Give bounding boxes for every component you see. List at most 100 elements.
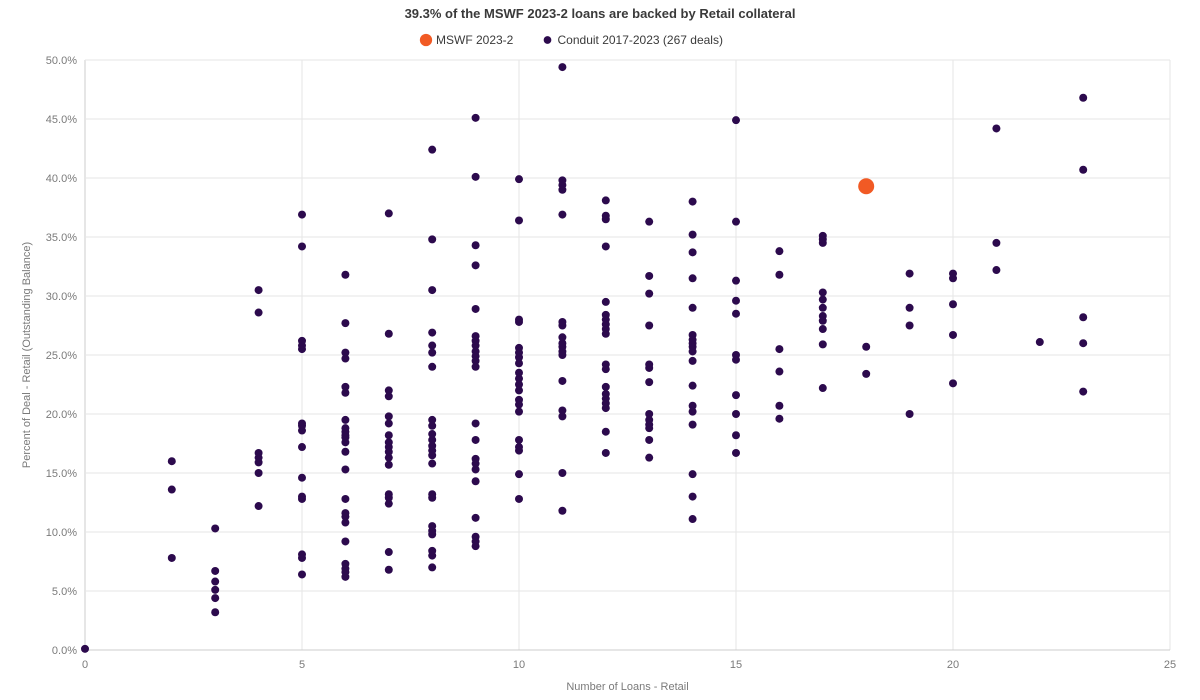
conduit-point[interactable] bbox=[558, 507, 566, 515]
conduit-point[interactable] bbox=[298, 242, 306, 250]
conduit-point[interactable] bbox=[689, 470, 697, 478]
conduit-point[interactable] bbox=[992, 124, 1000, 132]
conduit-point[interactable] bbox=[298, 419, 306, 427]
conduit-point[interactable] bbox=[775, 247, 783, 255]
conduit-point[interactable] bbox=[255, 309, 263, 317]
conduit-point[interactable] bbox=[689, 198, 697, 206]
conduit-point[interactable] bbox=[602, 212, 610, 220]
conduit-point[interactable] bbox=[1079, 388, 1087, 396]
conduit-point[interactable] bbox=[602, 311, 610, 319]
conduit-point[interactable] bbox=[602, 360, 610, 368]
conduit-point[interactable] bbox=[472, 173, 480, 181]
conduit-point[interactable] bbox=[168, 486, 176, 494]
conduit-point[interactable] bbox=[385, 461, 393, 469]
conduit-point[interactable] bbox=[775, 415, 783, 423]
conduit-point[interactable] bbox=[472, 455, 480, 463]
conduit-point[interactable] bbox=[255, 449, 263, 457]
conduit-point[interactable] bbox=[211, 594, 219, 602]
conduit-point[interactable] bbox=[341, 495, 349, 503]
conduit-point[interactable] bbox=[515, 436, 523, 444]
conduit-point[interactable] bbox=[428, 349, 436, 357]
conduit-point[interactable] bbox=[558, 211, 566, 219]
conduit-point[interactable] bbox=[385, 412, 393, 420]
conduit-point[interactable] bbox=[515, 408, 523, 416]
conduit-point[interactable] bbox=[558, 318, 566, 326]
conduit-point[interactable] bbox=[341, 383, 349, 391]
conduit-point[interactable] bbox=[385, 548, 393, 556]
conduit-point[interactable] bbox=[428, 522, 436, 530]
conduit-point[interactable] bbox=[732, 297, 740, 305]
conduit-point[interactable] bbox=[298, 337, 306, 345]
conduit-point[interactable] bbox=[775, 271, 783, 279]
conduit-point[interactable] bbox=[775, 368, 783, 376]
conduit-point[interactable] bbox=[1079, 94, 1087, 102]
conduit-point[interactable] bbox=[515, 216, 523, 224]
conduit-point[interactable] bbox=[1079, 313, 1087, 321]
conduit-point[interactable] bbox=[472, 332, 480, 340]
conduit-point[interactable] bbox=[211, 586, 219, 594]
conduit-point[interactable] bbox=[819, 296, 827, 304]
conduit-point[interactable] bbox=[81, 645, 89, 653]
conduit-point[interactable] bbox=[862, 343, 870, 351]
conduit-point[interactable] bbox=[515, 316, 523, 324]
conduit-point[interactable] bbox=[645, 322, 653, 330]
conduit-point[interactable] bbox=[689, 304, 697, 312]
conduit-point[interactable] bbox=[558, 469, 566, 477]
conduit-point[interactable] bbox=[428, 430, 436, 438]
conduit-point[interactable] bbox=[341, 424, 349, 432]
conduit-point[interactable] bbox=[472, 477, 480, 485]
conduit-point[interactable] bbox=[732, 449, 740, 457]
conduit-point[interactable] bbox=[428, 342, 436, 350]
conduit-point[interactable] bbox=[298, 443, 306, 451]
conduit-point[interactable] bbox=[602, 383, 610, 391]
conduit-point[interactable] bbox=[1036, 338, 1044, 346]
conduit-point[interactable] bbox=[428, 563, 436, 571]
conduit-point[interactable] bbox=[819, 288, 827, 296]
conduit-point[interactable] bbox=[689, 493, 697, 501]
conduit-point[interactable] bbox=[298, 570, 306, 578]
conduit-point[interactable] bbox=[385, 209, 393, 217]
conduit-point[interactable] bbox=[689, 248, 697, 256]
conduit-point[interactable] bbox=[558, 333, 566, 341]
conduit-point[interactable] bbox=[168, 554, 176, 562]
conduit-point[interactable] bbox=[428, 460, 436, 468]
conduit-point[interactable] bbox=[645, 436, 653, 444]
conduit-point[interactable] bbox=[949, 331, 957, 339]
conduit-point[interactable] bbox=[775, 402, 783, 410]
conduit-point[interactable] bbox=[211, 608, 219, 616]
conduit-point[interactable] bbox=[298, 211, 306, 219]
conduit-point[interactable] bbox=[689, 274, 697, 282]
conduit-point[interactable] bbox=[819, 340, 827, 348]
conduit-point[interactable] bbox=[385, 438, 393, 446]
conduit-point[interactable] bbox=[211, 578, 219, 586]
conduit-point[interactable] bbox=[1079, 339, 1087, 347]
conduit-point[interactable] bbox=[428, 329, 436, 337]
conduit-point[interactable] bbox=[689, 382, 697, 390]
conduit-point[interactable] bbox=[949, 379, 957, 387]
conduit-point[interactable] bbox=[298, 493, 306, 501]
conduit-point[interactable] bbox=[515, 443, 523, 451]
conduit-point[interactable] bbox=[819, 312, 827, 320]
conduit-point[interactable] bbox=[819, 304, 827, 312]
conduit-point[interactable] bbox=[385, 566, 393, 574]
conduit-point[interactable] bbox=[645, 272, 653, 280]
highlight-point[interactable] bbox=[858, 178, 874, 194]
conduit-point[interactable] bbox=[341, 416, 349, 424]
conduit-point[interactable] bbox=[732, 391, 740, 399]
conduit-point[interactable] bbox=[558, 176, 566, 184]
conduit-point[interactable] bbox=[732, 310, 740, 318]
conduit-point[interactable] bbox=[515, 470, 523, 478]
conduit-point[interactable] bbox=[906, 322, 914, 330]
conduit-point[interactable] bbox=[732, 218, 740, 226]
conduit-point[interactable] bbox=[472, 114, 480, 122]
conduit-point[interactable] bbox=[472, 241, 480, 249]
conduit-point[interactable] bbox=[341, 271, 349, 279]
conduit-point[interactable] bbox=[992, 266, 1000, 274]
conduit-point[interactable] bbox=[385, 419, 393, 427]
conduit-point[interactable] bbox=[906, 270, 914, 278]
conduit-point[interactable] bbox=[255, 469, 263, 477]
conduit-point[interactable] bbox=[515, 396, 523, 404]
conduit-point[interactable] bbox=[341, 349, 349, 357]
conduit-point[interactable] bbox=[298, 550, 306, 558]
conduit-point[interactable] bbox=[428, 490, 436, 498]
